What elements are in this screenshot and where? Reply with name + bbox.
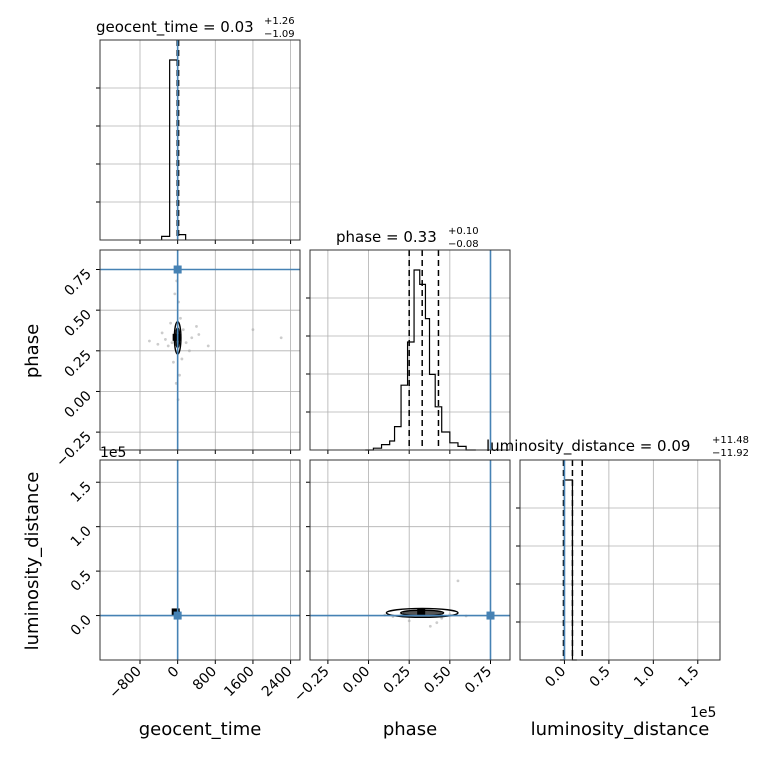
scatter-point	[279, 336, 283, 340]
panel-frame-phase-luminosity_distance	[309, 459, 511, 661]
histogram-geocent_time	[161, 59, 187, 240]
title-phase-plus: +0.10	[448, 226, 479, 237]
truth-marker	[486, 611, 495, 620]
tick-label-y-luminosity_distance: 1.5	[68, 479, 95, 506]
scatter-point	[148, 339, 151, 343]
histogram-phase	[365, 269, 476, 451]
title-luminosity-distance-plus: +11.48	[712, 435, 749, 446]
tick-label-x-phase: 0.50	[421, 664, 454, 697]
tick-label-x-geocent_time: 800	[190, 664, 220, 694]
title-geocent-time-minus: −1.09	[264, 29, 295, 40]
scatter-point	[428, 624, 432, 628]
scatter-point	[170, 341, 174, 345]
scatter-point	[435, 621, 439, 625]
scatter-point	[184, 341, 188, 345]
tick-label-x-luminosity_distance: 1.0	[631, 664, 658, 691]
title-phase-minus: −0.08	[448, 239, 479, 250]
scatter-point	[440, 616, 444, 620]
tick-label-x-geocent_time: 1600	[221, 664, 258, 701]
tick-label-x-phase: 0.75	[462, 664, 495, 697]
tick-label-y-luminosity_distance: 0.5	[68, 568, 95, 595]
scatter-point	[195, 325, 198, 328]
title-phase: phase = 0.33	[336, 228, 437, 246]
title-geocent-time: geocent_time = 0.03	[96, 18, 254, 37]
truth-marker	[173, 611, 182, 620]
density-peak	[172, 333, 181, 341]
tick-label-y-luminosity_distance: 0.0	[68, 612, 95, 639]
panel-frame-geocent_time-luminosity_distance	[99, 459, 301, 661]
tick-label-x-geocent_time: 0	[165, 664, 183, 682]
panel-frame-geocent_time-phase	[99, 249, 301, 451]
scatter-point	[178, 373, 181, 377]
scatter-point	[197, 333, 201, 336]
scatter-point	[166, 344, 170, 348]
scatter-point	[190, 336, 194, 340]
tick-label-y-phase: −0.25	[53, 429, 95, 471]
scatter-point	[251, 328, 255, 332]
xlabel-luminosity-distance: luminosity_distance	[531, 719, 710, 740]
offset-text-y: 1e5	[100, 445, 126, 461]
scatter-point	[169, 321, 172, 325]
histogram-luminosity_distance	[560, 479, 577, 661]
scatter-point	[173, 292, 177, 296]
ylabel-luminosity-distance: luminosity_distance	[22, 472, 43, 651]
tick-label-x-luminosity_distance: 0.0	[542, 664, 569, 691]
title-geocent-time-plus: +1.26	[264, 16, 295, 27]
scatter-point	[172, 360, 175, 364]
scatter-point	[164, 338, 167, 341]
scatter-point	[206, 344, 210, 348]
tick-label-x-geocent_time: −800	[106, 664, 145, 703]
panel-frame-phase-phase	[309, 249, 511, 451]
tick-label-y-luminosity_distance: 1.0	[68, 523, 95, 550]
scatter-point	[181, 328, 185, 332]
scatter-point	[179, 316, 182, 320]
tick-label-x-phase: −0.25	[291, 664, 333, 706]
title-luminosity-distance-minus: −11.92	[712, 448, 749, 459]
scatter-point	[456, 579, 460, 583]
offset-text-x: 1e5	[690, 705, 716, 721]
scatter-point	[180, 357, 184, 361]
panel-frame-geocent_time-geocent_time	[99, 39, 301, 241]
xlabel-geocent-time: geocent_time	[139, 719, 262, 740]
tick-label-x-geocent_time: 2400	[259, 664, 296, 701]
scatter-point	[156, 342, 160, 346]
tick-label-y-phase: 0.75	[61, 266, 94, 299]
xlabel-phase: phase	[383, 719, 437, 740]
tick-label-x-luminosity_distance: 1.5	[676, 664, 703, 691]
contour-outer	[385, 607, 459, 619]
truth-marker	[173, 265, 182, 274]
title-luminosity-distance: luminosity_distance = 0.09	[486, 437, 690, 456]
tick-label-x-phase: 0.00	[340, 664, 373, 697]
tick-label-y-phase: 0.50	[61, 307, 94, 340]
tick-label-x-luminosity_distance: 0.5	[587, 664, 614, 691]
tick-label-y-phase: 0.00	[61, 388, 94, 421]
ylabel-phase: phase	[22, 324, 43, 378]
density-peak	[417, 608, 426, 616]
scatter-point	[407, 619, 411, 623]
panel-frame-luminosity_distance-luminosity_distance	[519, 459, 721, 661]
tick-label-y-phase: 0.25	[61, 347, 94, 380]
scatter-point	[160, 331, 164, 335]
tick-label-x-phase: 0.25	[381, 664, 414, 697]
scatter-point	[188, 349, 191, 353]
